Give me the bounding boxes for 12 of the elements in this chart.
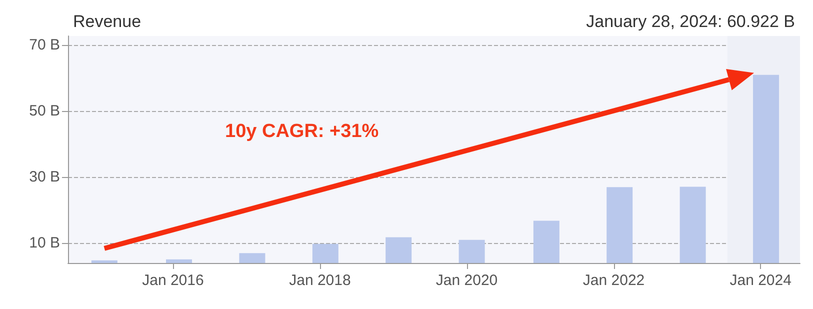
- annotation: 10y CAGR: +31%: [225, 121, 379, 142]
- y-tick-label: 10 B: [29, 234, 60, 252]
- x-tick-label: Jan 2016: [142, 272, 204, 289]
- y-tick-label: 50 B: [29, 102, 60, 120]
- x-tick-label: Jan 2018: [289, 272, 351, 289]
- y-tick-label: 70 B: [29, 36, 60, 54]
- y-tick-label: 30 B: [29, 168, 60, 186]
- chart-title: Revenue: [73, 12, 142, 31]
- x-tick-label: Jan 2022: [582, 272, 645, 289]
- x-tick-label: Jan 2024: [730, 272, 792, 289]
- chart-subtitle: January 28, 2024: 60.922 B: [586, 12, 796, 31]
- x-tick-label: Jan 2020: [436, 272, 498, 289]
